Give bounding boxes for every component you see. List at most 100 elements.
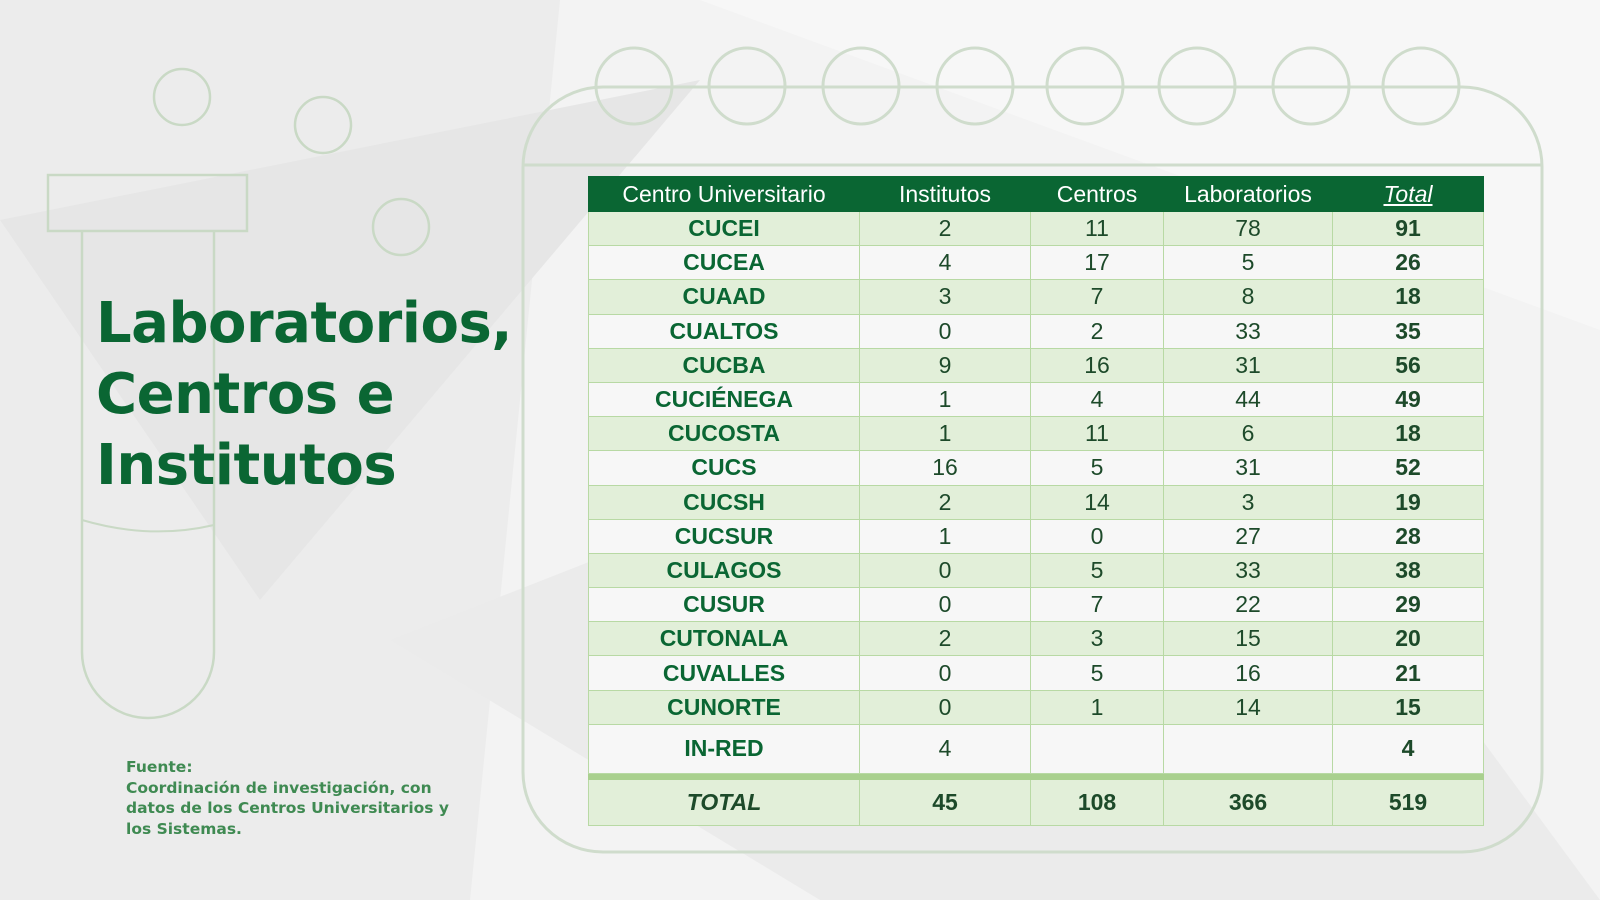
- cell: 18: [1332, 416, 1484, 452]
- table-row: CUTONALA 2 3 15 20: [588, 621, 1484, 657]
- cell: 1: [859, 416, 1031, 452]
- deco-circle: [371, 197, 431, 257]
- cell: 3: [859, 279, 1031, 315]
- cell: 3: [1030, 621, 1164, 657]
- cell: 5: [1163, 245, 1333, 281]
- cell: IN-RED: [588, 723, 860, 774]
- cell: 11: [1030, 416, 1164, 452]
- cell: [1030, 723, 1164, 774]
- cell: CUCS: [588, 450, 860, 486]
- cell: 5: [1030, 655, 1164, 691]
- total-row: TOTAL 45 108 366 519: [588, 778, 1484, 826]
- cell: 17: [1030, 245, 1164, 281]
- table-row: CUAAD 3 7 8 18: [588, 279, 1484, 315]
- cell: 5: [1030, 450, 1164, 486]
- table-row: CUCEI 2 11 78 91: [588, 210, 1484, 247]
- cell: 78: [1163, 210, 1333, 247]
- table-row: CUSUR 0 7 22 29: [588, 587, 1484, 623]
- cell: 44: [1163, 381, 1333, 418]
- cell: CUALTOS: [588, 313, 860, 349]
- table-row: CUCSUR 1 0 27 28: [588, 518, 1484, 554]
- table-row: CUALTOS 0 2 33 35: [588, 313, 1484, 349]
- cell: CUTONALA: [588, 621, 860, 657]
- cell: 7: [1030, 587, 1164, 623]
- cell: CUCEI: [588, 210, 860, 247]
- cell: 52: [1332, 450, 1484, 486]
- cell: 366: [1163, 778, 1333, 826]
- header-cell: Laboratorios: [1163, 176, 1333, 212]
- table-row: CUCOSTA 1 11 6 18: [588, 416, 1484, 452]
- table-row: IN-RED 4 4: [588, 723, 1484, 774]
- title: Laboratorios, Centros e Institutos: [96, 288, 513, 501]
- cell: CUCSH: [588, 484, 860, 520]
- cell: 2: [859, 621, 1031, 657]
- cell: 0: [1030, 518, 1164, 554]
- cell: 31: [1163, 347, 1333, 383]
- tube-cap: [46, 173, 249, 233]
- cell: 4: [1332, 723, 1484, 774]
- cell: 4: [1030, 381, 1164, 418]
- cell: 16: [1030, 347, 1164, 383]
- cell: 9: [859, 347, 1031, 383]
- calendar-rings: [594, 46, 1461, 126]
- cell: 28: [1332, 518, 1484, 554]
- cell: 1: [1030, 689, 1164, 725]
- cell: 21: [1332, 655, 1484, 691]
- table-row: CUCS 16 5 31 52: [588, 450, 1484, 486]
- cell: 0: [859, 313, 1031, 349]
- source-line: los Sistemas.: [126, 819, 242, 838]
- table-row: CUNORTE 0 1 14 15: [588, 689, 1484, 725]
- cell: 108: [1030, 778, 1164, 826]
- cell: CULAGOS: [588, 552, 860, 589]
- cell: 91: [1332, 210, 1484, 247]
- table-row: CUCSH 2 14 3 19: [588, 484, 1484, 520]
- cell: CUVALLES: [588, 655, 860, 691]
- cell: 29: [1332, 587, 1484, 623]
- cell: 0: [859, 552, 1031, 589]
- title-line: Laboratorios,: [96, 291, 513, 356]
- cell: 7: [1030, 279, 1164, 315]
- cell: 45: [859, 778, 1031, 826]
- cell: [1163, 723, 1333, 774]
- source-line: Coordinación de investigación, con: [126, 778, 432, 797]
- cell: 33: [1163, 552, 1333, 589]
- cell: 18: [1332, 279, 1484, 315]
- header-cell: Centro Universitario: [588, 176, 860, 212]
- header-cell: Total: [1332, 176, 1484, 212]
- cell: 15: [1332, 689, 1484, 725]
- header-cell: Institutos: [859, 176, 1031, 212]
- header-cell: Centros: [1030, 176, 1164, 212]
- calendar: [521, 85, 1544, 854]
- source-line: datos de los Centros Universitarios y: [126, 799, 450, 817]
- cell: 49: [1332, 381, 1484, 418]
- cell: 15: [1163, 621, 1333, 657]
- cell: TOTAL: [588, 778, 860, 826]
- cell: 1: [859, 381, 1031, 418]
- cell: 1: [859, 518, 1031, 554]
- header-row: Centro Universitario Institutos Centros Lab…: [588, 176, 1484, 212]
- cell: 0: [859, 689, 1031, 725]
- deco-circle: [152, 67, 212, 127]
- cell: 14: [1163, 689, 1333, 725]
- cell: 26: [1332, 245, 1484, 281]
- cell: 31: [1163, 450, 1333, 486]
- title-line: Institutos: [96, 433, 397, 498]
- cell: CUCIÉNEGA: [588, 381, 860, 418]
- table-row: CUVALLES 0 5 16 21: [588, 655, 1484, 691]
- cell: CUCEA: [588, 245, 860, 281]
- cell: CUCSUR: [588, 518, 860, 554]
- cell: 16: [1163, 655, 1333, 691]
- cell: CUAAD: [588, 279, 860, 315]
- tube-liquid: [81, 519, 215, 533]
- cell: 35: [1332, 313, 1484, 349]
- cell: 20: [1332, 621, 1484, 657]
- deco-circle: [293, 95, 353, 155]
- cell: 11: [1030, 210, 1164, 247]
- table: Centro Universitario Institutos Centros Lab…: [588, 176, 1484, 826]
- cell: 6: [1163, 416, 1333, 452]
- bg-shape: [0, 80, 700, 600]
- cell: CUCOSTA: [588, 416, 860, 452]
- source-label: Fuente:: [126, 758, 193, 776]
- cell: 14: [1030, 484, 1164, 520]
